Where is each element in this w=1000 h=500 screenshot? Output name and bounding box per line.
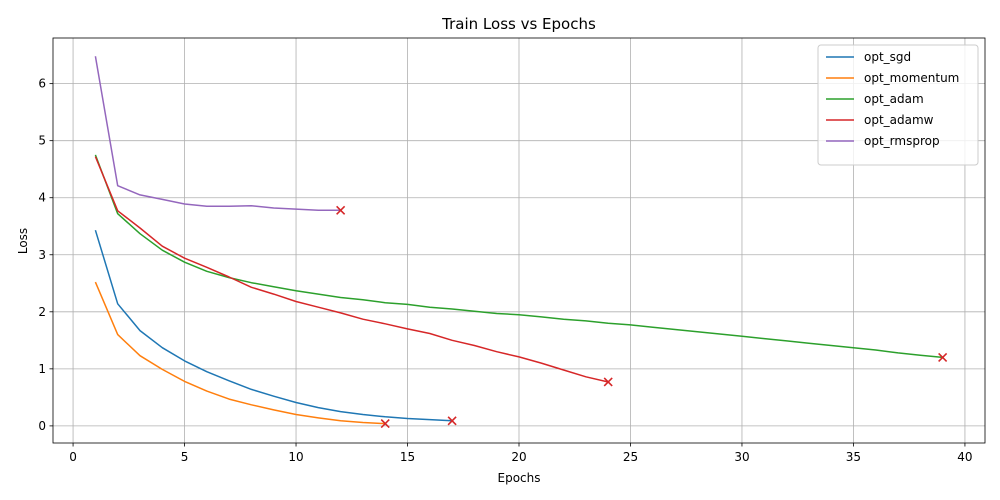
end-marker-opt_rmsprop	[336, 205, 346, 215]
end-marker-stroke	[447, 416, 457, 426]
x-tick-label: 30	[734, 450, 749, 464]
end-marker-stroke	[380, 419, 390, 429]
end-marker-opt_momentum	[380, 419, 390, 429]
series-group	[94, 56, 943, 425]
x-tick-label: 25	[623, 450, 638, 464]
series-line-opt_adamw	[94, 156, 609, 383]
legend-box	[817, 44, 979, 166]
legend-label-opt_sgd: opt_sgd	[864, 50, 911, 64]
x-tick-label: 35	[846, 450, 861, 464]
x-tick-label: 10	[288, 450, 303, 464]
end-marker-stroke	[938, 352, 948, 363]
series-line-opt_sgd	[94, 229, 453, 422]
y-tick-label: 6	[38, 77, 46, 91]
y-tick-label: 4	[38, 191, 46, 205]
series-line-opt_rmsprop	[94, 56, 341, 212]
legend: opt_sgd opt_momentum opt_adam opt_adamw opt_…	[817, 44, 979, 166]
x-tick-label: 20	[511, 450, 526, 464]
chart-title: Train Loss vs Epochs	[441, 15, 596, 33]
end-marker-opt_adam	[938, 352, 948, 363]
legend-label-opt_adam: opt_adam	[864, 92, 924, 106]
y-tick-label: 0	[38, 419, 46, 433]
axis-ticks: 0 5 10 15 20 25 30 35 40 0 1 2 3 4 5 6	[38, 77, 972, 464]
legend-label-opt_adamw: opt_adamw	[864, 113, 934, 127]
y-tick-label: 2	[38, 305, 46, 319]
x-tick-label: 0	[69, 450, 77, 464]
series-line-opt_adam	[94, 154, 943, 359]
y-tick-label: 5	[38, 134, 46, 148]
y-tick-label: 3	[38, 248, 46, 262]
grid	[53, 38, 985, 443]
end-markers	[336, 205, 948, 429]
end-marker-opt_adamw	[603, 377, 613, 387]
end-marker-stroke	[603, 377, 613, 387]
series-line-opt_momentum	[94, 281, 386, 425]
x-tick-label: 5	[181, 450, 189, 464]
y-tick-label: 1	[38, 362, 46, 376]
end-marker-opt_sgd	[447, 416, 457, 426]
x-tick-label: 40	[957, 450, 972, 464]
legend-label-opt_momentum: opt_momentum	[864, 71, 959, 85]
y-axis-title: Loss	[16, 228, 30, 254]
x-axis-title: Epochs	[498, 471, 541, 485]
legend-label-opt_rmsprop: opt_rmsprop	[864, 134, 940, 148]
x-tick-label: 15	[400, 450, 415, 464]
end-marker-stroke	[336, 205, 346, 215]
